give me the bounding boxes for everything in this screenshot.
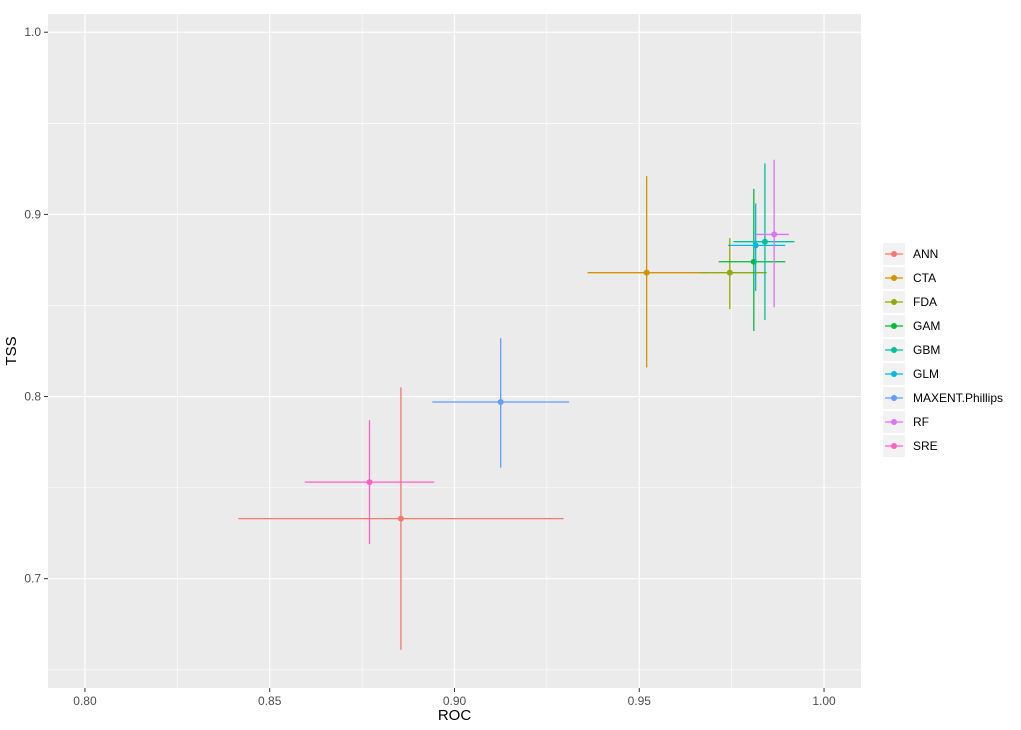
x-tick-label: 0.90 xyxy=(443,694,467,708)
point-ann xyxy=(397,515,404,522)
series-maxent-phillips xyxy=(432,338,570,468)
legend-point-fda xyxy=(891,299,897,305)
legend-point-cta xyxy=(891,275,897,281)
series-rf xyxy=(755,159,789,308)
legend-label-glm: GLM xyxy=(913,367,939,381)
series-ann xyxy=(238,387,564,650)
y-tick-label: 0.8 xyxy=(24,390,41,404)
series-sre xyxy=(304,420,435,545)
legend-item-ann: ANN xyxy=(883,243,938,265)
y-tick-label: 0.7 xyxy=(24,572,41,586)
legend-label-ann: ANN xyxy=(913,247,938,261)
legend-item-sre: SRE xyxy=(883,435,938,457)
y-tick-label: 0.9 xyxy=(24,207,41,221)
y-axis-ticks: 0.7 0.8 0.9 1.0 xyxy=(24,25,48,586)
data-marks xyxy=(238,159,795,650)
legend-point-glm xyxy=(891,371,897,377)
legend-item-maxent-phillips: MAXENT.Phillips xyxy=(883,387,1003,409)
point-rf xyxy=(771,231,778,238)
y-axis-title: TSS xyxy=(3,336,20,365)
point-fda xyxy=(726,269,733,276)
legend-label-gam: GAM xyxy=(913,319,940,333)
legend-label-cta: CTA xyxy=(913,271,936,285)
x-tick-label: 0.95 xyxy=(628,694,652,708)
legend: ANN CTA FDA GAM GBM GLM MAXENT.Phillips RF SRE xyxy=(883,243,1003,457)
x-tick-label: 0.85 xyxy=(258,694,282,708)
series-gbm xyxy=(733,163,795,321)
legend-item-rf: RF xyxy=(883,411,929,433)
legend-item-gam: GAM xyxy=(883,315,940,337)
x-axis-ticks: 0.80 0.85 0.90 0.95 1.00 xyxy=(73,688,836,708)
point-gbm xyxy=(761,238,768,245)
legend-label-fda: FDA xyxy=(913,295,937,309)
legend-item-fda: FDA xyxy=(883,291,937,313)
legend-label-gbm: GBM xyxy=(913,343,940,357)
y-tick-label: 1.0 xyxy=(24,25,41,39)
major-gridlines xyxy=(48,14,861,688)
legend-point-sre xyxy=(891,443,897,449)
series-cta xyxy=(587,176,708,368)
legend-item-cta: CTA xyxy=(883,267,936,289)
legend-item-gbm: GBM xyxy=(883,339,940,361)
legend-label-maxent-phillips: MAXENT.Phillips xyxy=(913,391,1003,405)
legend-item-glm: GLM xyxy=(883,363,939,385)
legend-point-maxent-phillips xyxy=(891,395,897,401)
x-tick-label: 0.80 xyxy=(73,694,97,708)
point-cta xyxy=(643,269,650,276)
legend-label-sre: SRE xyxy=(913,439,938,453)
legend-point-rf xyxy=(891,419,897,425)
point-sre xyxy=(366,479,373,486)
x-tick-label: 1.00 xyxy=(812,694,836,708)
legend-point-gbm xyxy=(891,347,897,353)
point-maxent-phillips xyxy=(497,399,504,406)
legend-point-ann xyxy=(891,251,897,257)
x-axis-title: ROC xyxy=(438,707,472,724)
point-glm xyxy=(752,242,759,249)
series-glm xyxy=(727,203,786,291)
legend-point-gam xyxy=(891,323,897,329)
legend-label-rf: RF xyxy=(913,415,929,429)
